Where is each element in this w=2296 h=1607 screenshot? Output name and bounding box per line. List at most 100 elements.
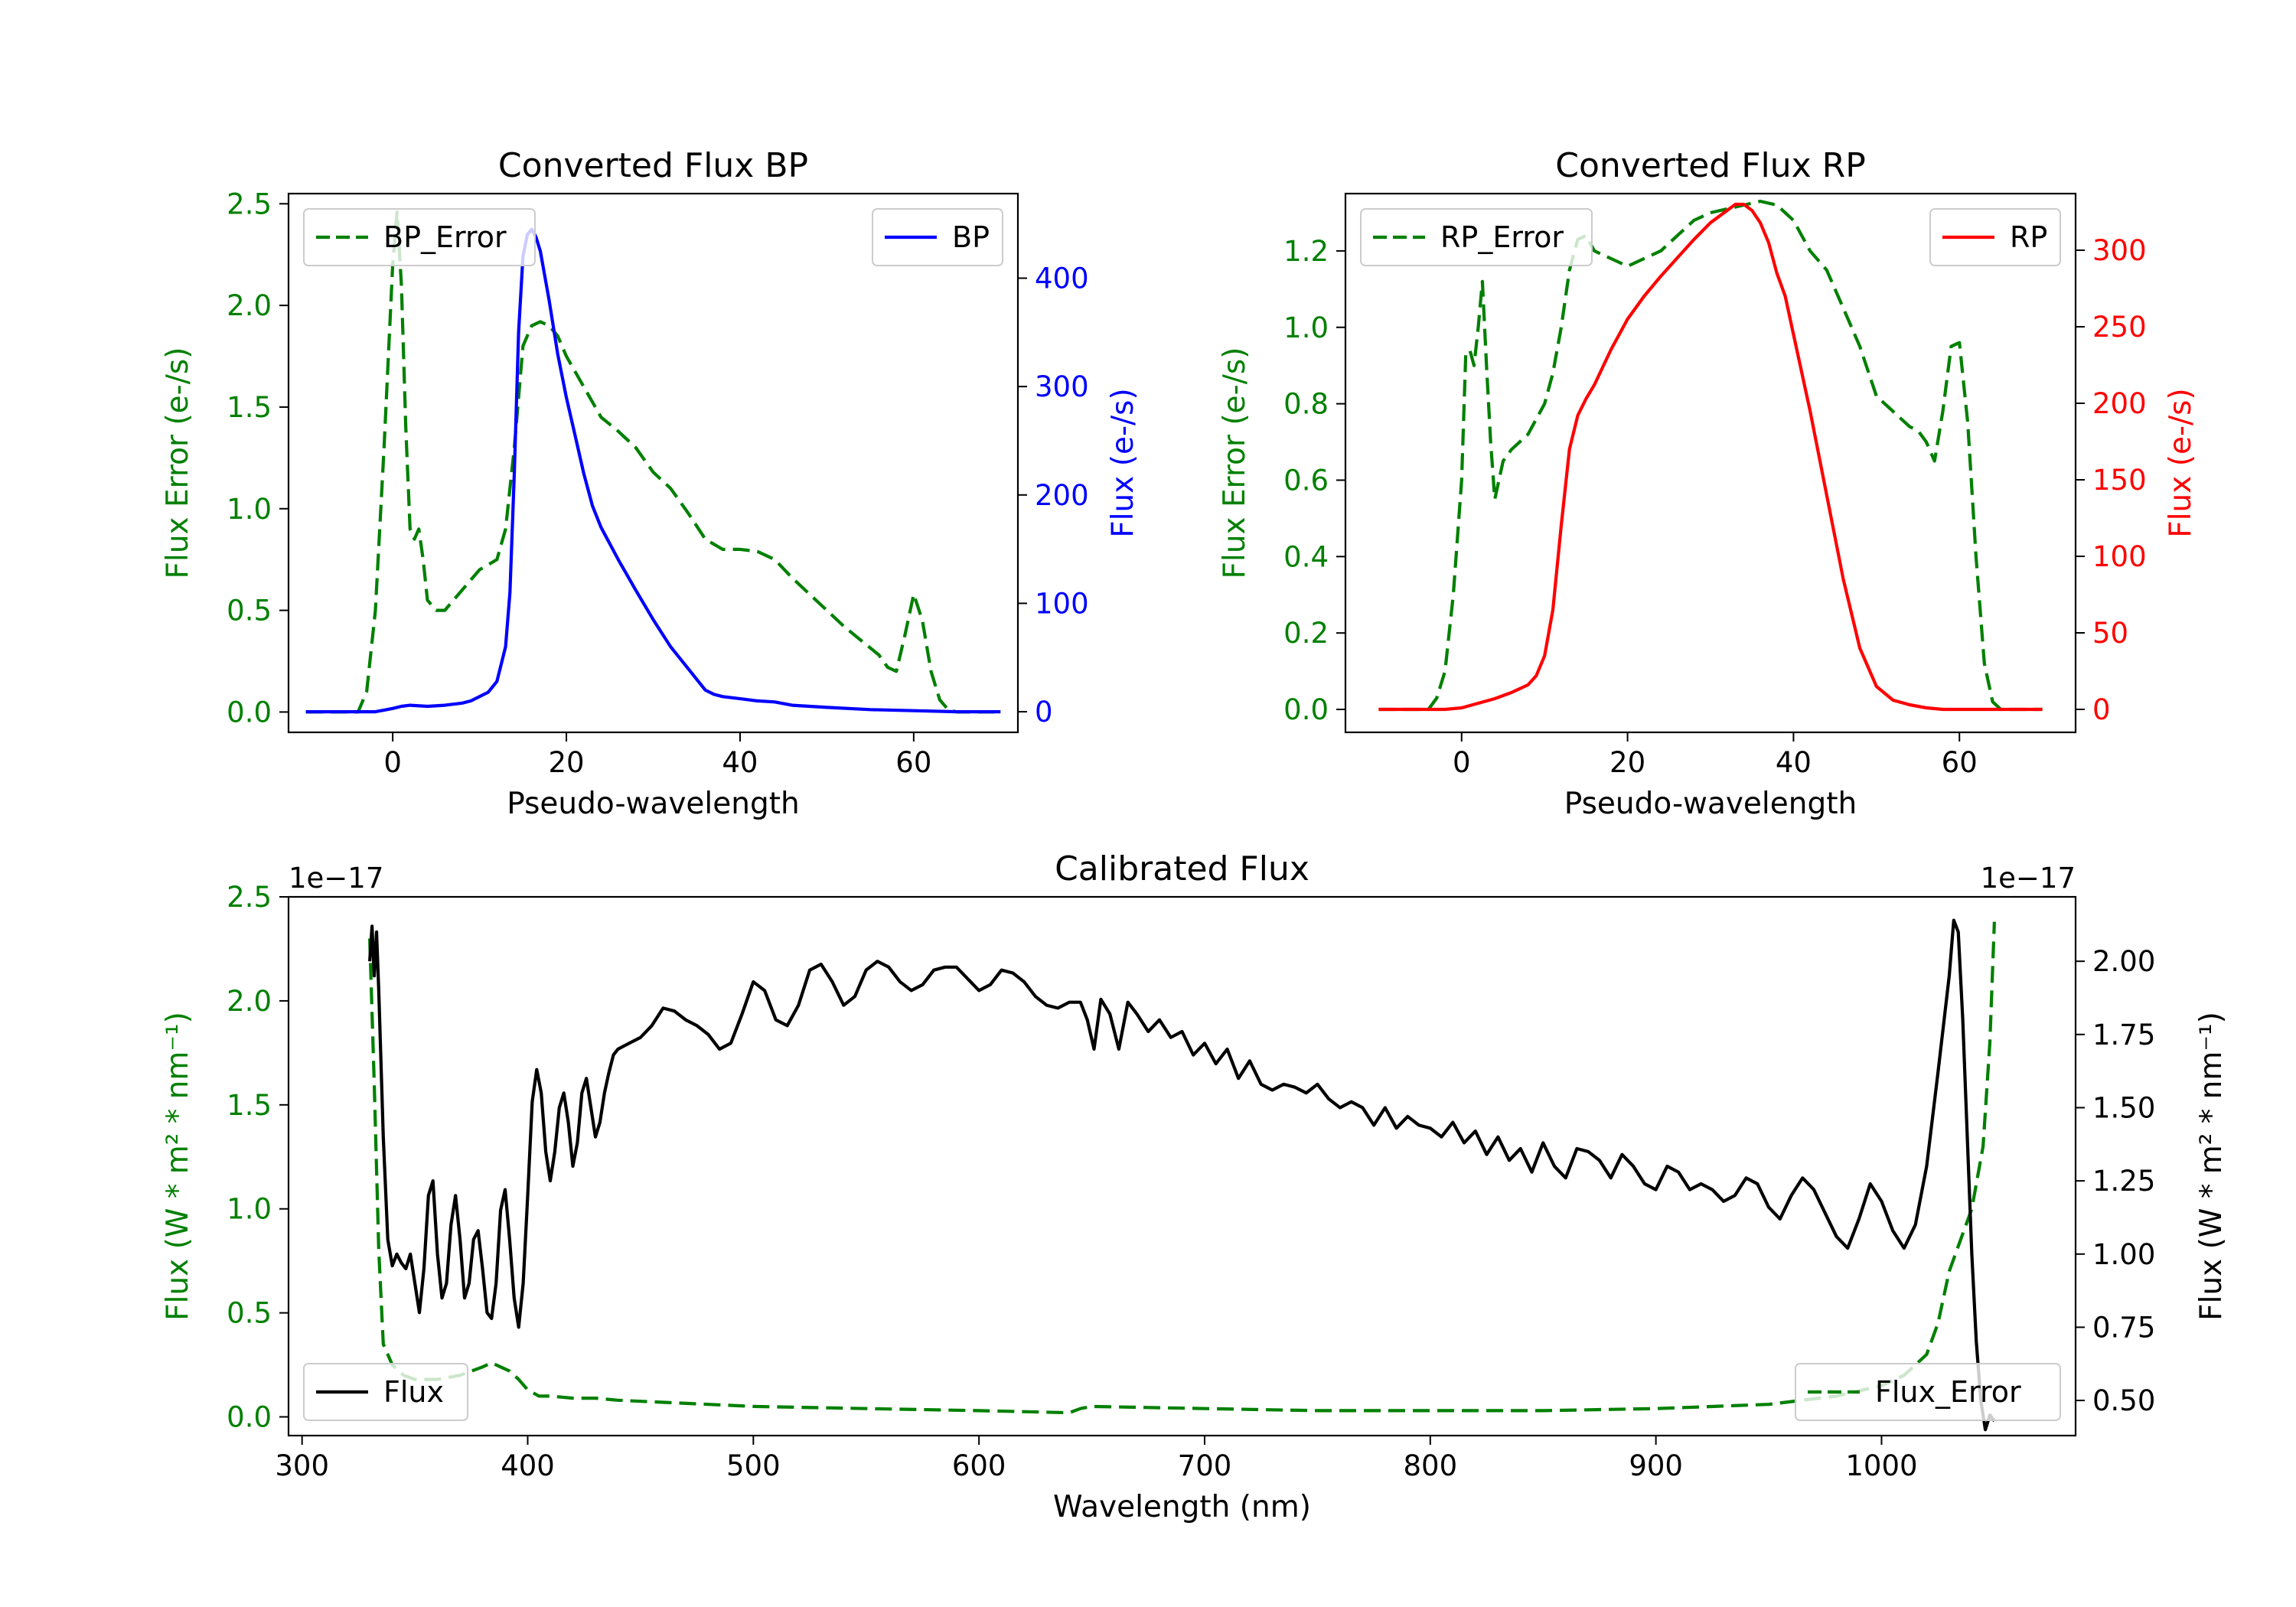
chart-cal: Calibrated Flux 300 400 500 600 700 800 900 1000…: [161, 849, 2229, 1524]
legend-box: [1795, 1363, 2061, 1421]
y-left-tick-label: 2.5: [227, 881, 272, 914]
plot-frame: [287, 192, 1019, 734]
legend-rp-error: RP_Error: [1360, 208, 1593, 266]
y-right-tick-label: 150: [2092, 464, 2147, 497]
y-right-tick-label: 0.50: [2092, 1384, 2155, 1417]
chart-bp: Converted Flux BP 0 20 40 60 Pseudo-wavelengt…: [161, 146, 1140, 821]
y-left-tick-label: 0.2: [1283, 617, 1329, 650]
x-tick-label: 60: [1942, 746, 1978, 779]
x-tick-label: 500: [726, 1449, 781, 1482]
y-right-tick-label: 300: [2092, 234, 2147, 267]
series-line-rp: [1378, 202, 2043, 712]
y-left-tick-label: 1.5: [227, 1089, 272, 1122]
y-left-tick-label: 0.4: [1283, 540, 1329, 573]
legend-rp: RP: [1929, 208, 2061, 266]
y-right-tick-label: 0: [2092, 693, 2111, 726]
y-left-tick-label: 0.0: [227, 696, 272, 729]
legend-box: [303, 1363, 468, 1421]
legend-bp-error: BP_Error: [303, 208, 536, 266]
y-left-tick-label: 0.5: [227, 595, 272, 627]
legend-box: [1929, 208, 2061, 266]
x-tick-label: 0: [383, 746, 402, 779]
y-left-tick-label: 1.0: [1283, 311, 1329, 344]
y-left-tick-label: 0.8: [1283, 388, 1329, 421]
y-right-axis-label: Flux (W * m² * nm⁻¹): [2194, 1012, 2229, 1321]
legend-flux: Flux: [303, 1363, 468, 1421]
legend-label: BP: [952, 220, 990, 254]
y-right-tick-label: 1.50: [2092, 1091, 2155, 1124]
legend-label: Flux_Error: [1875, 1375, 2021, 1409]
series-line-bp-error: [305, 210, 1001, 714]
y-right-tick-label: 200: [1035, 479, 1089, 512]
series-line-flux: [368, 918, 1996, 1432]
x-tick-label: 900: [1629, 1449, 1683, 1482]
y-right-tick-label: 0.75: [2092, 1311, 2155, 1344]
y-right-tick-label: 300: [1035, 370, 1089, 403]
chart-title: Converted Flux RP: [1555, 146, 1866, 185]
y-left-tick-label: 0.6: [1283, 464, 1329, 497]
y-left-tick-label: 1.5: [227, 391, 272, 424]
y-left-tick-label: 2.0: [227, 289, 272, 322]
y-left-tick-label: 1.0: [227, 1193, 272, 1226]
legend-bp: BP: [872, 208, 1003, 266]
x-tick-label: 60: [895, 746, 931, 779]
x-tick-label: 1000: [1845, 1449, 1917, 1482]
y-right-tick-label: 1.25: [2092, 1165, 2155, 1198]
y-right-tick-label: 50: [2092, 617, 2128, 650]
y-left-tick-label: 2.0: [227, 985, 272, 1018]
plot-frame: [287, 895, 2077, 1437]
y-left-tick-label: 0.0: [1283, 693, 1329, 726]
y-left-offset-label: 1e−17: [289, 862, 383, 895]
legend-label: Flux: [383, 1375, 444, 1409]
series-group: [1378, 199, 2043, 712]
y-left-tick-label: 1.2: [1283, 235, 1329, 268]
series-line-flux-error: [368, 921, 1996, 1415]
x-tick-label: 700: [1178, 1449, 1232, 1482]
y-left-tick-label: 1.0: [227, 493, 272, 526]
chart-title: Converted Flux BP: [498, 146, 808, 185]
y-left-axis-label: Flux Error (e-/s): [161, 347, 195, 579]
legend-label: RP_Error: [1440, 220, 1564, 254]
x-axis-label: Pseudo-wavelength: [1564, 787, 1857, 821]
series-line-rp-error: [1378, 199, 2043, 712]
x-tick-label: 40: [1776, 746, 1812, 779]
y-right-tick-label: 100: [2092, 540, 2147, 573]
x-tick-label: 300: [275, 1449, 329, 1482]
series-group: [368, 918, 1996, 1432]
y-right-tick-label: 2.00: [2092, 945, 2155, 978]
y-right-tick-label: 200: [2092, 387, 2147, 420]
chart-rp: Converted Flux RP 0 20 40 60 Pseudo-wavelengt…: [1218, 146, 2198, 821]
plot-frame: [1344, 192, 2077, 734]
y-right-tick-label: 0: [1035, 696, 1053, 729]
y-right-tick-label: 250: [2092, 311, 2147, 344]
legend-box: [872, 208, 1003, 266]
legend-box: [1360, 208, 1593, 266]
x-tick-label: 40: [722, 746, 758, 779]
legend-flux-error: Flux_Error: [1795, 1363, 2061, 1421]
x-tick-label: 600: [952, 1449, 1006, 1482]
y-right-axis-label: Flux (e-/s): [2164, 388, 2198, 537]
y-left-axis-label: Flux (W * m² * nm⁻¹): [161, 1012, 195, 1321]
legend-label: RP: [2010, 220, 2047, 254]
x-tick-label: 0: [1453, 746, 1471, 779]
series-line-bp: [305, 227, 1001, 714]
y-left-axis-label: Flux Error (e-/s): [1218, 347, 1252, 579]
y-left-tick-label: 0.5: [227, 1297, 272, 1330]
x-tick-label: 20: [549, 746, 585, 779]
x-tick-label: 800: [1403, 1449, 1457, 1482]
legend-box: [303, 208, 536, 266]
y-right-axis-label: Flux (e-/s): [1106, 388, 1140, 537]
x-axis-label: Pseudo-wavelength: [507, 787, 799, 821]
x-tick-label: 20: [1609, 746, 1645, 779]
series-group: [305, 210, 1001, 714]
y-left-tick-label: 0.0: [227, 1401, 272, 1434]
y-right-tick-label: 1.00: [2092, 1238, 2155, 1271]
y-right-tick-label: 1.75: [2092, 1019, 2155, 1051]
y-right-offset-label: 1e−17: [1981, 862, 2076, 895]
y-left-tick-label: 2.5: [227, 187, 272, 220]
legend-label: BP_Error: [383, 220, 507, 254]
x-tick-label: 400: [501, 1449, 555, 1482]
x-axis-label: Wavelength (nm): [1053, 1490, 1311, 1524]
y-right-tick-label: 100: [1035, 587, 1089, 620]
